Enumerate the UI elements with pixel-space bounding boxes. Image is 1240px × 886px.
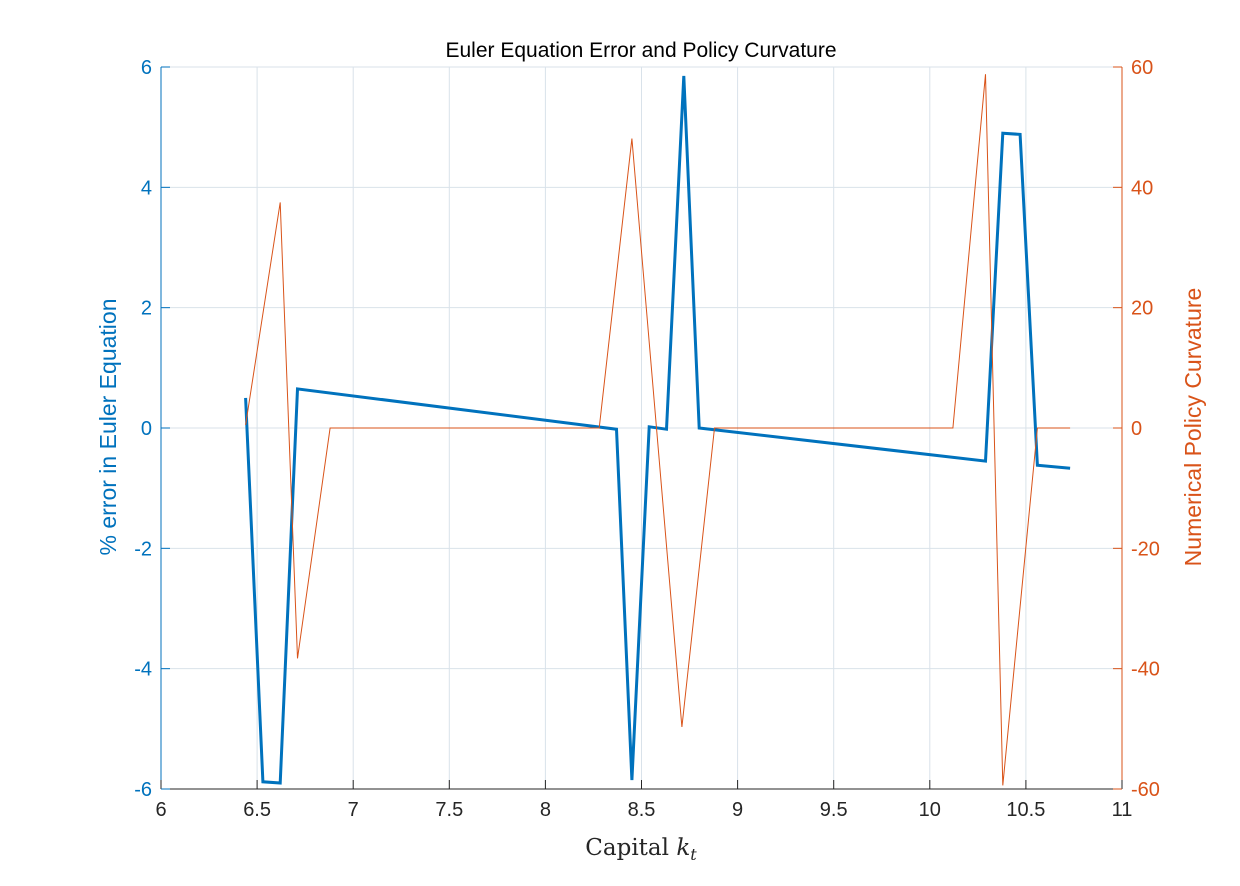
grid (160, 66, 1123, 790)
x-tick-label: 11 (1112, 799, 1133, 821)
x-tick-label: 9 (732, 799, 743, 821)
euler-error-series-line (244, 75, 1071, 785)
left-y-tick-label: 0 (141, 418, 152, 440)
x-tick-label: 7.5 (435, 799, 463, 821)
axes: 6 6.5 7 7.5 8 8.5 9 9.5 10 10.5 11-6-4-20246-60-40… (134, 57, 1160, 821)
labels: Euler Equation Error and Policy Curvatur… (95, 39, 1206, 864)
x-axis-label: Capital kt (585, 835, 697, 864)
left-y-tick-label: -2 (134, 538, 152, 560)
x-tick-label: 8.5 (628, 799, 656, 821)
x-axis-label-subscript: t (690, 845, 697, 864)
x-axis-label-text: Capital (585, 835, 676, 861)
x-tick-label: 10 (919, 799, 941, 821)
policy-curvature-series-line (245, 74, 1071, 786)
right-y-axis-label: Numerical Policy Curvature (1180, 288, 1206, 567)
right-y-tick-label: 0 (1131, 418, 1142, 440)
chart-title: Euler Equation Error and Policy Curvatur… (445, 39, 836, 62)
left-y-tick-label: 4 (141, 177, 152, 199)
x-tick-label: 6.5 (243, 799, 271, 821)
left-y-tick-label: 2 (141, 298, 152, 320)
left-y-tick-label: -6 (134, 779, 152, 801)
right-y-tick-label: 40 (1131, 177, 1153, 199)
x-tick-label: 9.5 (820, 799, 848, 821)
right-y-tick-label: 20 (1131, 298, 1153, 320)
x-tick-label: 8 (540, 799, 551, 821)
x-tick-label: 7 (348, 799, 359, 821)
right-y-tick-label: -40 (1131, 659, 1160, 681)
x-tick-label: 10.5 (1006, 799, 1045, 821)
left-y-axis-label: % error in Euler Equation (95, 299, 121, 556)
x-axis-label-variable: k (676, 835, 690, 861)
right-y-tick-label: -60 (1131, 779, 1160, 801)
series-layer (244, 74, 1071, 786)
right-y-tick-label: 60 (1131, 57, 1153, 79)
left-y-tick-label: 6 (141, 57, 152, 79)
x-tick-label: 6 (155, 799, 166, 821)
right-y-tick-label: -20 (1131, 538, 1160, 560)
left-y-tick-label: -4 (134, 659, 152, 681)
